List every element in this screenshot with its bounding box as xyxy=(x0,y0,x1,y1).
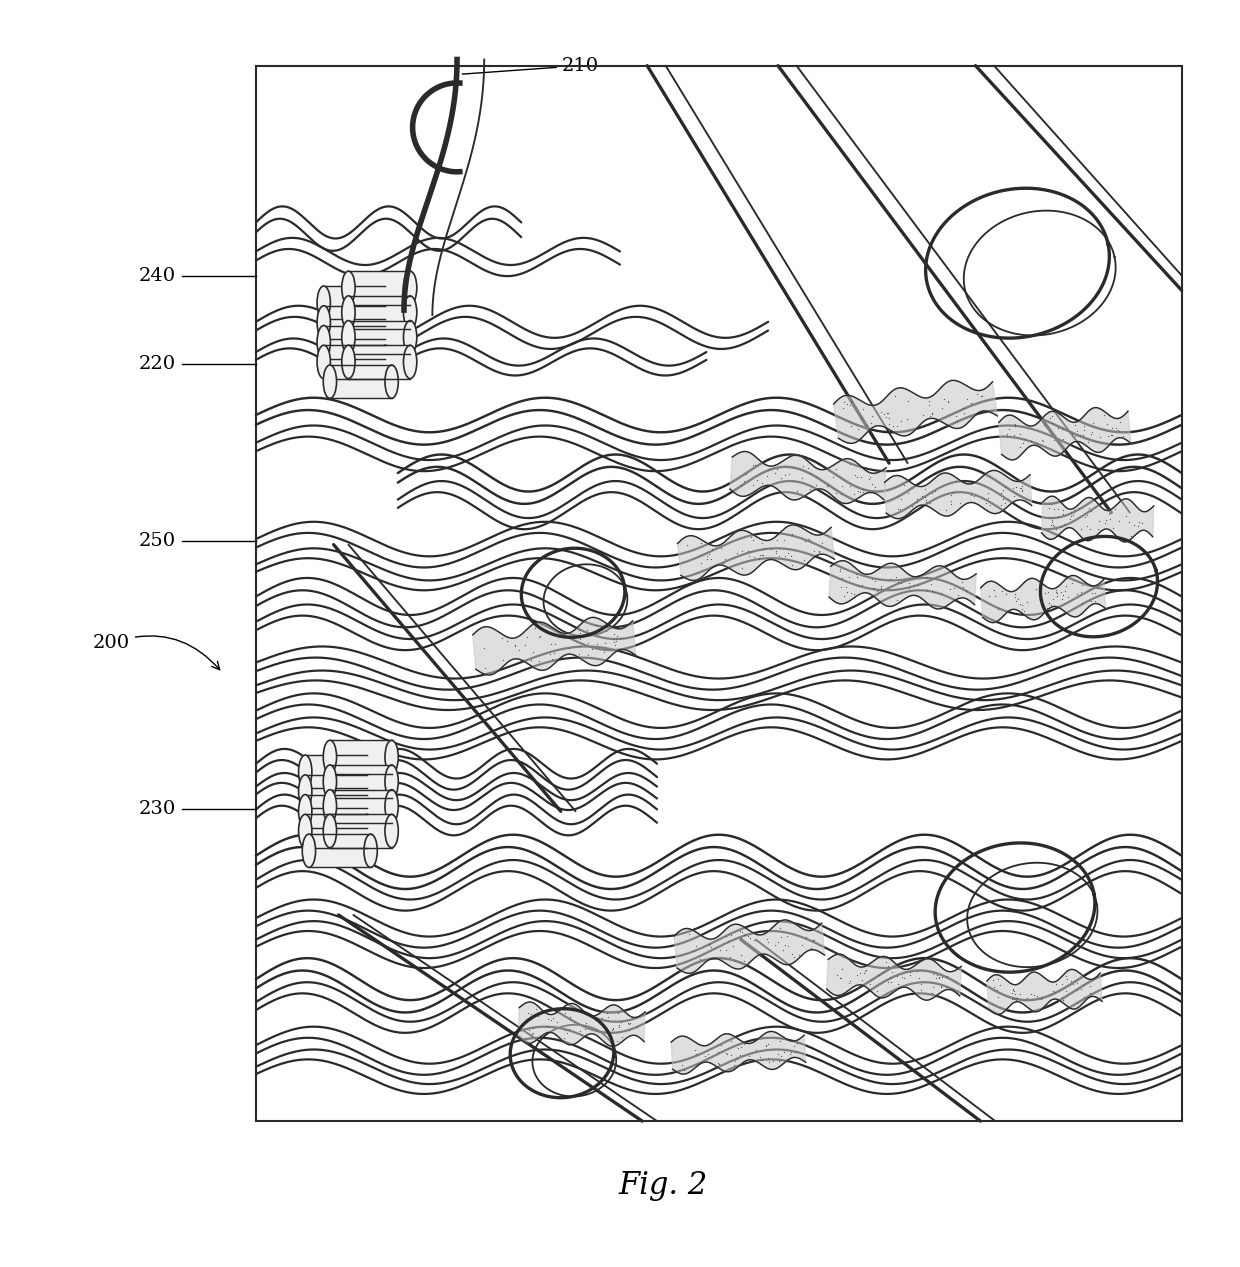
Polygon shape xyxy=(675,920,825,973)
Ellipse shape xyxy=(403,296,417,329)
Bar xyxy=(330,365,392,398)
Ellipse shape xyxy=(303,834,316,868)
Ellipse shape xyxy=(403,271,417,304)
Ellipse shape xyxy=(361,794,373,827)
Bar xyxy=(348,296,410,329)
Bar xyxy=(330,789,392,824)
Ellipse shape xyxy=(378,286,392,319)
Bar xyxy=(348,345,410,379)
Ellipse shape xyxy=(384,365,398,398)
Ellipse shape xyxy=(384,815,398,848)
Ellipse shape xyxy=(342,271,355,304)
Ellipse shape xyxy=(324,765,336,798)
Ellipse shape xyxy=(378,305,392,340)
Bar xyxy=(348,321,410,353)
Ellipse shape xyxy=(384,765,398,798)
Bar xyxy=(305,775,367,808)
Polygon shape xyxy=(833,380,997,443)
Text: 250: 250 xyxy=(139,532,176,550)
Bar xyxy=(305,755,367,788)
Ellipse shape xyxy=(365,834,377,868)
Ellipse shape xyxy=(317,345,330,379)
Ellipse shape xyxy=(342,321,355,353)
Ellipse shape xyxy=(299,775,312,808)
Bar xyxy=(324,326,386,359)
Ellipse shape xyxy=(403,345,417,379)
Text: 220: 220 xyxy=(139,355,176,374)
Ellipse shape xyxy=(324,365,336,398)
Ellipse shape xyxy=(299,794,312,827)
Polygon shape xyxy=(884,470,1032,518)
Polygon shape xyxy=(830,561,976,609)
Bar xyxy=(330,815,392,848)
Ellipse shape xyxy=(384,789,398,824)
Bar xyxy=(330,765,392,798)
Text: Fig. 2: Fig. 2 xyxy=(619,1169,708,1201)
Ellipse shape xyxy=(378,345,392,379)
Bar xyxy=(330,740,392,774)
Ellipse shape xyxy=(317,286,330,319)
Ellipse shape xyxy=(403,321,417,353)
Ellipse shape xyxy=(361,815,373,848)
Polygon shape xyxy=(1042,497,1153,542)
Bar xyxy=(305,815,367,848)
Bar xyxy=(324,286,386,319)
Polygon shape xyxy=(981,575,1106,622)
Ellipse shape xyxy=(299,755,312,788)
Polygon shape xyxy=(998,408,1131,460)
Ellipse shape xyxy=(384,740,398,774)
Text: 230: 230 xyxy=(139,799,176,817)
Text: 210: 210 xyxy=(463,57,599,75)
Polygon shape xyxy=(730,451,887,503)
Ellipse shape xyxy=(324,815,336,848)
Bar xyxy=(348,271,410,304)
Polygon shape xyxy=(987,969,1102,1015)
Ellipse shape xyxy=(378,326,392,359)
Polygon shape xyxy=(671,1031,806,1074)
Ellipse shape xyxy=(324,789,336,824)
Text: 200: 200 xyxy=(93,635,219,670)
Ellipse shape xyxy=(324,740,336,774)
Ellipse shape xyxy=(342,345,355,379)
Bar xyxy=(324,345,386,379)
Ellipse shape xyxy=(342,296,355,329)
Polygon shape xyxy=(827,954,961,1000)
Text: 240: 240 xyxy=(139,266,176,285)
Ellipse shape xyxy=(361,755,373,788)
Ellipse shape xyxy=(361,775,373,808)
Bar xyxy=(305,794,367,827)
Polygon shape xyxy=(677,525,835,580)
Ellipse shape xyxy=(299,815,312,848)
Polygon shape xyxy=(518,1002,645,1047)
Ellipse shape xyxy=(317,326,330,359)
Bar xyxy=(255,66,1182,1121)
Bar xyxy=(324,305,386,340)
Polygon shape xyxy=(472,617,636,675)
Bar xyxy=(309,834,371,868)
Ellipse shape xyxy=(317,305,330,340)
